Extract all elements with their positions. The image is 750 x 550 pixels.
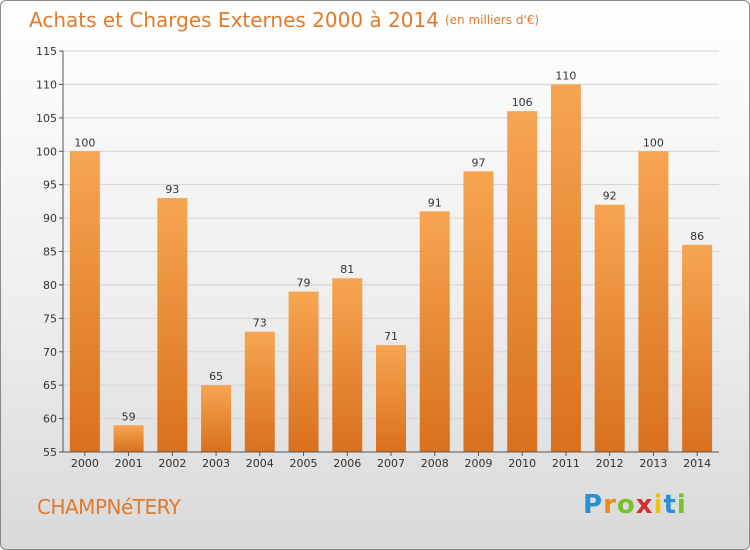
logo-letter: t [663,490,677,520]
value-label: 91 [428,196,442,209]
chart-title-text: Achats et Charges Externes 2000 à 2014 [29,8,439,32]
x-tick-label: 2014 [683,457,711,470]
bar [507,111,538,453]
x-tick-label: 2002 [158,457,186,470]
x-tick-label: 2012 [596,457,624,470]
value-label: 73 [253,317,267,330]
bar [594,204,625,452]
y-tick-label: 100 [36,145,57,158]
x-tick-label: 2000 [71,457,99,470]
y-tick-label: 105 [36,112,57,125]
x-tick-label: 2013 [639,457,667,470]
x-tick-label: 2001 [115,457,143,470]
y-tick-label: 85 [43,246,57,259]
value-label: 93 [165,183,179,196]
bar [550,84,581,453]
bar [113,425,144,452]
value-label: 65 [209,370,223,383]
y-tick-label: 115 [36,45,57,58]
bar [682,244,713,452]
x-tick-label: 2007 [377,457,405,470]
y-tick-label: 90 [43,212,57,225]
bar [288,291,319,452]
value-label: 106 [512,96,533,109]
bar [463,171,494,453]
y-tick-label: 75 [43,312,57,325]
logo-letter: i [653,490,664,520]
logo-letter: x [635,490,654,520]
bars [69,84,713,453]
bar [419,211,450,452]
logo-letter: i [676,490,687,520]
x-tick-label: 2010 [508,457,536,470]
y-tick-label: 60 [43,413,57,426]
value-label: 86 [690,230,704,243]
x-tick-label: 2011 [552,457,580,470]
y-tick-label: 55 [43,446,57,459]
logo-letter: o [616,490,636,520]
value-label: 71 [384,330,398,343]
chart-title: Achats et Charges Externes 2000 à 2014 (e… [29,8,539,32]
value-label: 100 [74,136,95,149]
x-tick-label: 2005 [290,457,318,470]
x-tick-label: 2003 [202,457,230,470]
bar [69,151,100,452]
value-label: 79 [297,277,311,290]
bar [157,198,188,452]
x-tick-label: 2008 [421,457,449,470]
y-axis-ticks: 55 60 65 70 75 80 85 90 95 100 105 110 115 [36,45,63,459]
logo-letter: r [603,490,617,520]
bar [638,151,669,452]
x-tick-label: 2006 [333,457,361,470]
value-label: 59 [122,410,136,423]
bar [376,345,406,452]
bar [244,331,275,452]
value-label: 92 [603,190,617,203]
value-labels: 100 59 93 65 73 79 81 71 91 97 106 110 92 100 86 [74,69,704,423]
y-tick-label: 70 [43,346,57,359]
value-label: 97 [471,156,485,169]
commune-name: CHAMPNéTERY [37,495,181,519]
proxiti-logo: Proxiti [583,490,687,520]
x-axis-ticks: 2000 2001 2002 2003 2004 2005 2006 2007 2008 2009… [71,452,711,470]
x-tick-label: 2004 [246,457,274,470]
x-tick-label: 2009 [464,457,492,470]
logo-letter: P [583,490,604,520]
y-tick-label: 110 [36,78,57,91]
bar [201,385,232,452]
y-tick-label: 80 [43,279,57,292]
value-label: 100 [643,136,664,149]
chart-unit: (en milliers d'€) [444,13,540,27]
y-tick-label: 95 [43,179,57,192]
value-label: 110 [555,69,576,82]
bar [332,278,363,452]
y-tick-label: 65 [43,379,57,392]
value-label: 81 [340,263,354,276]
